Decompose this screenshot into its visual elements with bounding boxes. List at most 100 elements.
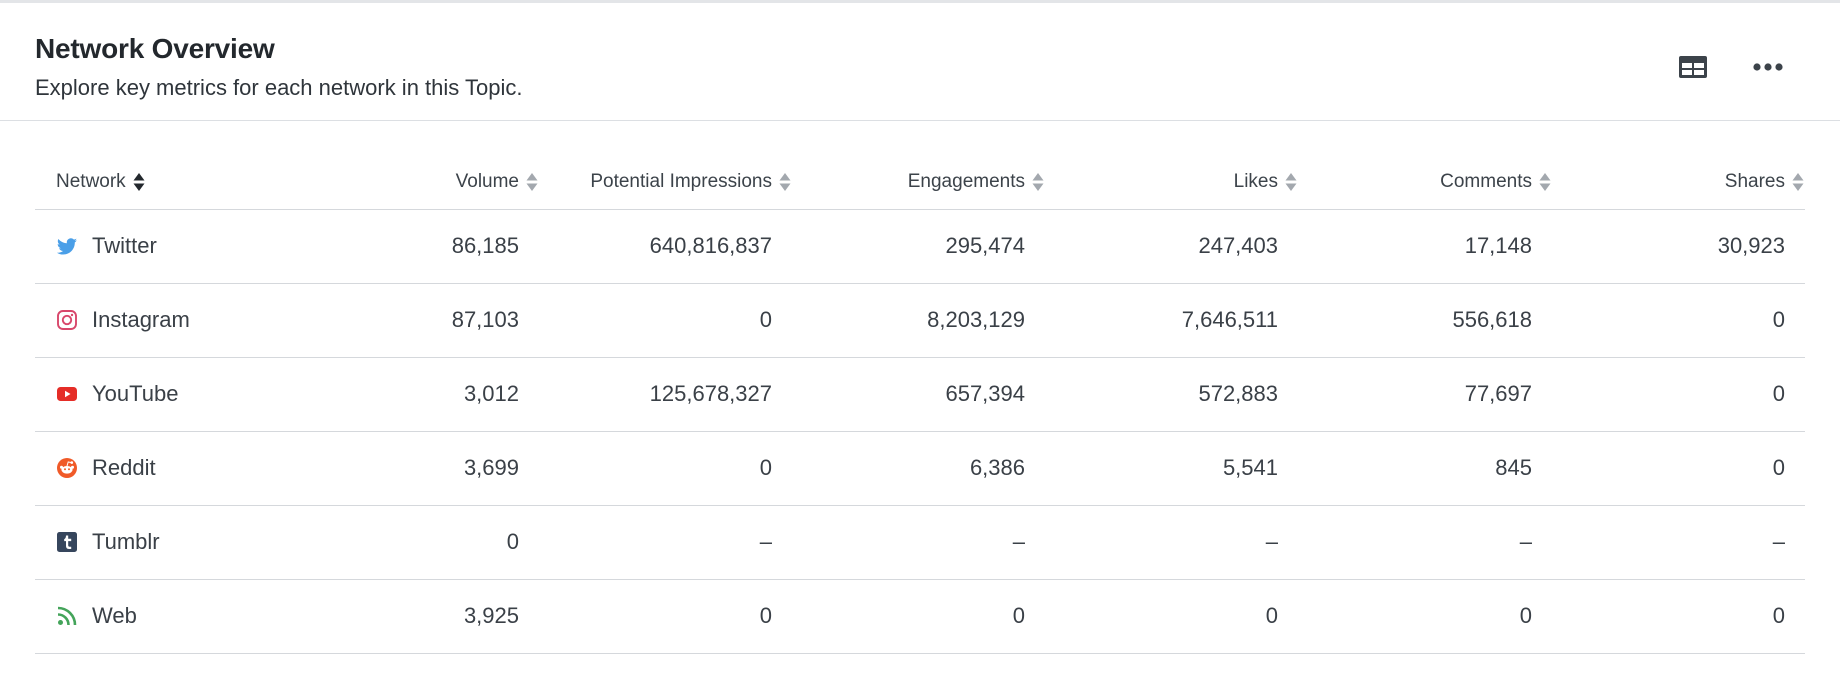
network-icon-wrap xyxy=(56,457,78,479)
sort-icon xyxy=(1539,172,1551,191)
network-overview-table: Network Volume Potential Impressions Engage… xyxy=(35,155,1805,654)
column-header-label: Potential Impressions xyxy=(590,170,772,192)
metric-cell-comments: 845 xyxy=(1298,431,1552,506)
sort-control[interactable]: Comments xyxy=(1440,171,1552,193)
top-border xyxy=(0,0,1840,3)
metric-cell-likes: 572,883 xyxy=(1045,357,1298,432)
metric-cell-shares: 0 xyxy=(1552,357,1805,432)
youtube-icon xyxy=(57,387,77,401)
column-header-potential-impressions[interactable]: Potential Impressions xyxy=(539,155,792,210)
column-header-shares[interactable]: Shares xyxy=(1552,155,1805,210)
more-horizontal-icon xyxy=(1753,63,1783,71)
network-icon-wrap xyxy=(56,605,78,627)
sort-icon xyxy=(133,172,145,191)
column-header-engagements[interactable]: Engagements xyxy=(792,155,1045,210)
metric-cell-likes: 5,541 xyxy=(1045,431,1298,506)
page-subtitle: Explore key metrics for each network in … xyxy=(35,75,523,100)
metric-cell-likes: 7,646,511 xyxy=(1045,283,1298,358)
network-name: Web xyxy=(92,603,137,628)
rss-icon xyxy=(57,606,77,626)
metric-cell-engagements: 295,474 xyxy=(792,209,1045,284)
metric-cell-shares: – xyxy=(1552,505,1805,580)
network-name: Twitter xyxy=(92,233,157,258)
sort-control[interactable]: Shares xyxy=(1725,171,1805,193)
network-name: YouTube xyxy=(92,381,179,406)
column-header-volume[interactable]: Volume xyxy=(381,155,539,210)
metric-cell-likes: 0 xyxy=(1045,579,1298,654)
table-row: YouTube 3,012 125,678,327 657,394 572,883 77,… xyxy=(35,357,1805,432)
column-header-label: Shares xyxy=(1724,170,1785,192)
column-header-label: Likes xyxy=(1233,170,1278,192)
sort-control[interactable]: Potential Impressions xyxy=(590,171,792,193)
network-cell: Twitter xyxy=(35,209,381,284)
metric-cell-volume: 3,699 xyxy=(381,431,539,506)
table-icon xyxy=(1679,56,1707,78)
table-row: Tumblr 0– – – – – xyxy=(35,505,1805,580)
column-header-label: Network xyxy=(56,170,126,192)
network-cell: Reddit xyxy=(35,431,381,506)
network-cell: Tumblr xyxy=(35,505,381,580)
metric-cell-volume: 86,185 xyxy=(381,209,539,284)
metric-cell-volume: 3,925 xyxy=(381,579,539,654)
sort-control[interactable]: Volume xyxy=(456,171,539,193)
column-header-label: Volume xyxy=(455,170,519,192)
metric-cell-comments: 0 xyxy=(1298,579,1552,654)
network-cell: YouTube xyxy=(35,357,381,432)
metric-cell-engagements: – xyxy=(792,505,1045,580)
network-icon-wrap xyxy=(56,383,78,405)
reddit-icon xyxy=(57,458,77,478)
sort-control[interactable]: Engagements xyxy=(908,171,1045,193)
metric-cell-potential-impressions: 0 xyxy=(539,431,792,506)
sort-control[interactable]: Likes xyxy=(1234,171,1298,193)
sort-icon xyxy=(779,172,791,191)
metric-cell-volume: 0 xyxy=(381,505,539,580)
metric-cell-shares: 0 xyxy=(1552,579,1805,654)
network-cell: Instagram xyxy=(35,283,381,358)
metric-cell-comments: 77,697 xyxy=(1298,357,1552,432)
table-row: Instagram 87,103 0 8,203,129 7,646,511 556,61… xyxy=(35,283,1805,358)
metric-cell-potential-impressions: 0 xyxy=(539,579,792,654)
metric-cell-potential-impressions: 640,816,837 xyxy=(539,209,792,284)
metric-cell-comments: – xyxy=(1298,505,1552,580)
table-body: Twitter 86,185 640,816,837 295,474 247,403 17… xyxy=(35,209,1805,654)
network-name: Instagram xyxy=(92,307,190,332)
network-name: Tumblr xyxy=(92,529,160,554)
sort-icon xyxy=(1285,172,1297,191)
more-options-button[interactable] xyxy=(1748,47,1788,87)
column-header-label: Comments xyxy=(1440,170,1532,192)
card-header: Network Overview Explore key metrics for… xyxy=(0,3,1840,121)
metric-cell-likes: – xyxy=(1045,505,1298,580)
network-name: Reddit xyxy=(92,455,156,480)
table-header-row: Network Volume Potential Impressions Engage… xyxy=(35,155,1805,210)
sort-icon xyxy=(1792,172,1804,191)
metric-cell-shares: 0 xyxy=(1552,283,1805,358)
table-row: Twitter 86,185 640,816,837 295,474 247,403 17… xyxy=(35,209,1805,284)
column-header-comments[interactable]: Comments xyxy=(1298,155,1552,210)
network-icon-wrap xyxy=(56,531,78,553)
metric-cell-volume: 3,012 xyxy=(381,357,539,432)
sort-icon xyxy=(526,172,538,191)
metric-cell-potential-impressions: – xyxy=(539,505,792,580)
column-header-likes[interactable]: Likes xyxy=(1045,155,1298,210)
network-icon-wrap xyxy=(56,235,78,257)
sort-icon xyxy=(1032,172,1044,191)
metric-cell-potential-impressions: 0 xyxy=(539,283,792,358)
network-icon-wrap xyxy=(56,309,78,331)
column-header-network[interactable]: Network xyxy=(35,155,381,210)
network-cell: Web xyxy=(35,579,381,654)
table-row: Web 3,925 0 0 0 0 0 xyxy=(35,579,1805,654)
table-view-button[interactable] xyxy=(1673,47,1713,87)
sort-control[interactable]: Network xyxy=(56,171,146,193)
metric-cell-engagements: 657,394 xyxy=(792,357,1045,432)
tumblr-icon xyxy=(57,532,77,552)
page-title: Network Overview xyxy=(35,33,275,64)
metric-cell-engagements: 8,203,129 xyxy=(792,283,1045,358)
metric-cell-shares: 30,923 xyxy=(1552,209,1805,284)
column-header-label: Engagements xyxy=(907,170,1025,192)
metric-cell-comments: 556,618 xyxy=(1298,283,1552,358)
metric-cell-likes: 247,403 xyxy=(1045,209,1298,284)
metric-cell-comments: 17,148 xyxy=(1298,209,1552,284)
metric-cell-shares: 0 xyxy=(1552,431,1805,506)
metric-cell-volume: 87,103 xyxy=(381,283,539,358)
metric-cell-engagements: 6,386 xyxy=(792,431,1045,506)
